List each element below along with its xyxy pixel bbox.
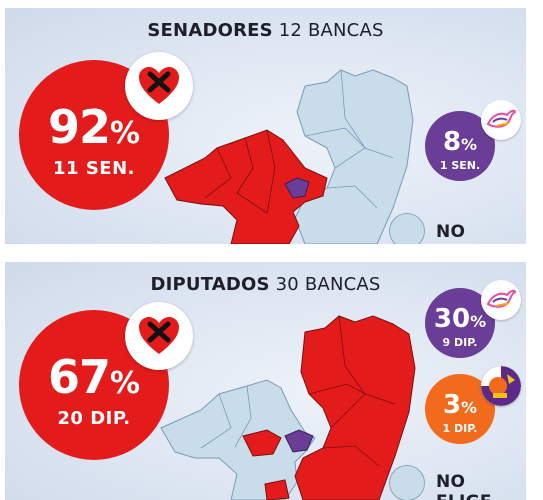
diputados-secondary-pct-sign: % xyxy=(470,312,487,331)
heart-check-logo-icon xyxy=(125,302,193,370)
diputados-tertiary-pct-sign: % xyxy=(461,398,478,417)
dove-logo-icon xyxy=(481,280,521,320)
diputados-no-elige-label: NO ELIGE xyxy=(436,472,492,500)
senadores-main-pct: 92 xyxy=(47,100,111,154)
senadores-no-elige-label: NO ELIGE xyxy=(436,222,492,244)
map-region-no-elige xyxy=(294,69,414,244)
heart-check-logo-icon xyxy=(125,52,193,120)
no-elige-legend-swatch xyxy=(389,213,425,244)
diputados-secondary-seats: 9 DIP. xyxy=(442,336,478,349)
senadores-secondary-pct-sign: % xyxy=(461,135,478,154)
party-seal-logo-icon xyxy=(481,366,521,406)
diputados-secondary-pct: 30 xyxy=(433,304,471,334)
dove-logo-icon xyxy=(481,100,521,140)
senadores-main-pct-sign: % xyxy=(109,116,141,151)
map-region-purple xyxy=(284,429,314,453)
diputados-tertiary-seats: 1 DIP. xyxy=(442,422,478,435)
diputados-main-pct-sign: % xyxy=(109,366,141,401)
diputados-title-bold: DIPUTADOS xyxy=(150,274,270,295)
senadores-title-bold: SENADORES xyxy=(147,20,273,41)
senadores-main-seats: 11 SEN. xyxy=(53,158,135,179)
senadores-main-result: 92% 11 SEN. xyxy=(19,60,169,210)
diputados-secondary-result: 30% 9 DIP. xyxy=(425,288,495,358)
diputados-title-seats: 30 BANCAS xyxy=(275,274,381,295)
senadores-secondary-pct: 8 xyxy=(442,127,462,157)
map-region-red-south xyxy=(264,479,290,500)
diputados-map xyxy=(160,315,416,500)
diputados-panel: DIPUTADOS 30 BANCAS 67% 20 DIP. 30% xyxy=(5,262,526,500)
no-elige-legend-swatch xyxy=(389,465,425,500)
map-region-red xyxy=(294,315,416,500)
map-region-purple xyxy=(284,177,310,199)
senadores-secondary-seats: 1 SEN. xyxy=(439,159,481,172)
senadores-panel: SENADORES 12 BANCAS 92% 11 SEN. 8% 1 SEN… xyxy=(5,8,526,244)
diputados-tertiary-result: 3% 1 DIP. xyxy=(425,374,495,444)
senadores-title-seats: 12 BANCAS xyxy=(278,20,384,41)
map-region-red-west xyxy=(242,429,282,457)
diputados-tertiary-pct: 3 xyxy=(442,390,462,420)
diputados-title: DIPUTADOS 30 BANCAS xyxy=(5,274,526,295)
diputados-main-seats: 20 DIP. xyxy=(57,408,131,429)
diputados-main-pct: 67 xyxy=(47,350,111,404)
senadores-title: SENADORES 12 BANCAS xyxy=(5,20,526,41)
senadores-map xyxy=(164,69,414,244)
